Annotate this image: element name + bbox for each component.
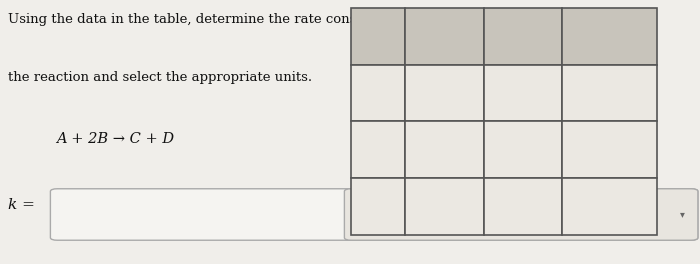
FancyBboxPatch shape	[484, 65, 562, 121]
Text: [B] (M): [B] (M)	[495, 30, 551, 43]
Text: A + 2B → C + D: A + 2B → C + D	[56, 132, 174, 146]
FancyBboxPatch shape	[562, 178, 657, 235]
FancyBboxPatch shape	[484, 121, 562, 178]
FancyBboxPatch shape	[351, 8, 405, 65]
FancyBboxPatch shape	[562, 65, 657, 121]
FancyBboxPatch shape	[405, 121, 484, 178]
FancyBboxPatch shape	[562, 8, 657, 65]
FancyBboxPatch shape	[344, 189, 698, 240]
Text: 0.640: 0.640	[504, 143, 542, 156]
Text: 0.075: 0.075	[590, 200, 629, 213]
FancyBboxPatch shape	[50, 189, 698, 240]
Text: 0.200: 0.200	[426, 87, 463, 100]
FancyBboxPatch shape	[351, 65, 405, 121]
FancyBboxPatch shape	[484, 178, 562, 235]
FancyBboxPatch shape	[351, 121, 405, 178]
Text: the reaction and select the appropriate units.: the reaction and select the appropriate …	[8, 71, 312, 84]
Text: k =: k =	[8, 197, 35, 212]
FancyBboxPatch shape	[484, 8, 562, 65]
Text: 0.320: 0.320	[504, 87, 542, 100]
Text: Using the data in the table, determine the rate constant of: Using the data in the table, determine t…	[8, 13, 401, 26]
Text: Trial: Trial	[361, 30, 395, 43]
Text: 0.019: 0.019	[590, 87, 629, 100]
FancyBboxPatch shape	[405, 8, 484, 65]
Text: [A] (M): [A] (M)	[417, 30, 472, 43]
Text: 2: 2	[374, 143, 382, 156]
Text: Rate (M/s): Rate (M/s)	[570, 30, 648, 43]
FancyBboxPatch shape	[405, 65, 484, 121]
Text: 0.400: 0.400	[426, 200, 463, 213]
Text: 3: 3	[374, 200, 383, 213]
Text: 0.320: 0.320	[504, 200, 542, 213]
Text: ▾: ▾	[680, 210, 685, 219]
Text: 1: 1	[374, 87, 382, 100]
Text: 0.200: 0.200	[426, 143, 463, 156]
FancyBboxPatch shape	[562, 121, 657, 178]
Text: 0.019: 0.019	[590, 143, 629, 156]
Text: Units: Units	[351, 153, 387, 166]
FancyBboxPatch shape	[405, 178, 484, 235]
FancyBboxPatch shape	[351, 178, 405, 235]
